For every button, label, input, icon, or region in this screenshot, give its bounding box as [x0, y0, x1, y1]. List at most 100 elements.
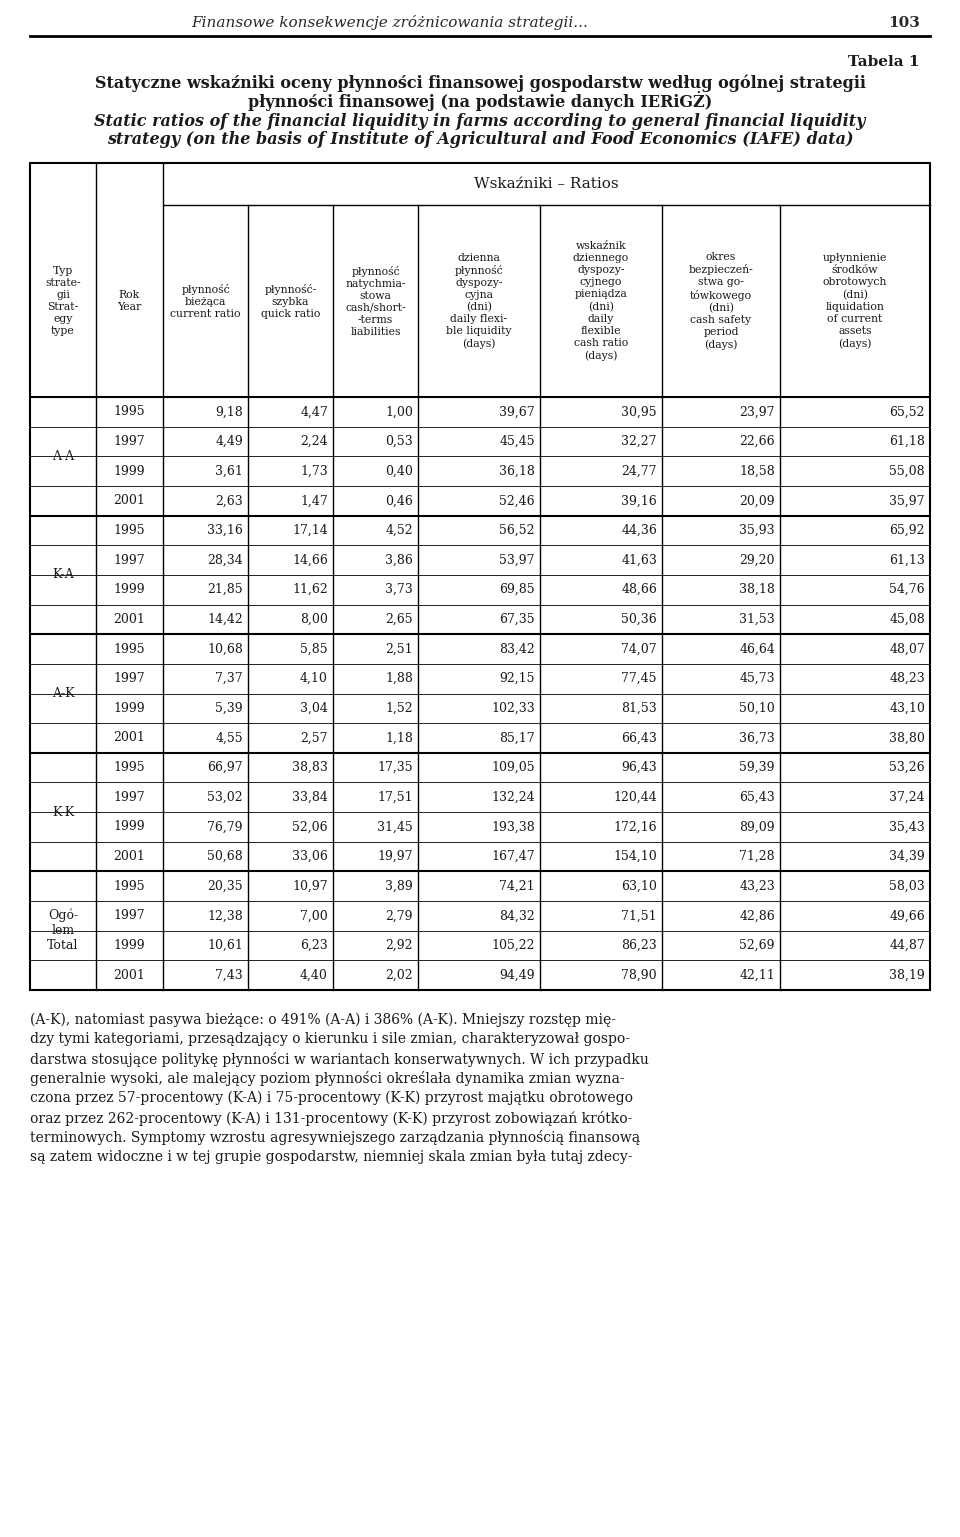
Text: 84,32: 84,32	[499, 910, 535, 922]
Text: generalnie wysoki, ale malejący poziom płynności określała dynamika zmian wyzna-: generalnie wysoki, ale malejący poziom p…	[30, 1071, 625, 1087]
Text: okres
bezpieczeń-
stwa go-
tówkowego
(dni)
cash safety
period
(days): okres bezpieczeń- stwa go- tówkowego (dn…	[688, 252, 754, 350]
Text: 1999: 1999	[113, 939, 145, 951]
Text: 45,08: 45,08	[889, 613, 925, 626]
Text: 86,23: 86,23	[621, 939, 657, 951]
Text: K-A: K-A	[52, 569, 74, 581]
Text: 109,05: 109,05	[492, 761, 535, 775]
Text: 48,66: 48,66	[621, 583, 657, 596]
Text: 1997: 1997	[113, 790, 145, 804]
Text: 167,47: 167,47	[492, 850, 535, 864]
Text: 38,83: 38,83	[292, 761, 328, 775]
Text: płynność-
szybka
quick ratio: płynność- szybka quick ratio	[261, 283, 321, 318]
Text: 44,87: 44,87	[889, 939, 925, 951]
Text: Rok
Year: Rok Year	[117, 290, 142, 312]
Text: płynność
bieżąca
current ratio: płynność bieżąca current ratio	[170, 283, 241, 318]
Text: 2001: 2001	[113, 732, 145, 744]
Text: 4,52: 4,52	[385, 524, 413, 536]
Text: 35,93: 35,93	[739, 524, 775, 536]
Text: 92,15: 92,15	[499, 672, 535, 686]
Text: 3,73: 3,73	[385, 583, 413, 596]
Text: 11,62: 11,62	[292, 583, 328, 596]
Text: 30,95: 30,95	[621, 406, 657, 418]
Text: 1999: 1999	[113, 583, 145, 596]
Text: K-K: K-K	[52, 805, 74, 819]
Text: 1997: 1997	[113, 553, 145, 567]
Text: 65,43: 65,43	[739, 790, 775, 804]
Text: Finansowe konsekwencje zróżnicowania strategii...: Finansowe konsekwencje zróżnicowania str…	[192, 15, 588, 31]
Text: 65,52: 65,52	[890, 406, 925, 418]
Text: 120,44: 120,44	[613, 790, 657, 804]
Text: 36,73: 36,73	[739, 732, 775, 744]
Text: dzienna
płynność
dyspozy-
cyjna
(dni)
daily flexi-
ble liquidity
(days): dzienna płynność dyspozy- cyjna (dni) da…	[446, 252, 512, 349]
Text: 36,18: 36,18	[499, 464, 535, 478]
Text: 132,24: 132,24	[492, 790, 535, 804]
Text: 3,61: 3,61	[215, 464, 243, 478]
Text: 53,26: 53,26	[889, 761, 925, 775]
Text: 1999: 1999	[113, 702, 145, 715]
Text: 1,88: 1,88	[385, 672, 413, 686]
Text: 85,17: 85,17	[499, 732, 535, 744]
Text: 50,36: 50,36	[621, 613, 657, 626]
Text: płynności finansowej (na podstawie danych IERiGŻ): płynności finansowej (na podstawie danyc…	[248, 91, 712, 111]
Text: 24,77: 24,77	[621, 464, 657, 478]
Text: 56,52: 56,52	[499, 524, 535, 536]
Text: 43,23: 43,23	[739, 879, 775, 893]
Text: A-K: A-K	[52, 687, 74, 699]
Text: 37,24: 37,24	[889, 790, 925, 804]
Text: 7,43: 7,43	[215, 968, 243, 982]
Text: 54,76: 54,76	[889, 583, 925, 596]
Text: 43,10: 43,10	[889, 702, 925, 715]
Text: 83,42: 83,42	[499, 642, 535, 655]
Text: 71,28: 71,28	[739, 850, 775, 864]
Text: 1999: 1999	[113, 464, 145, 478]
Text: 2,79: 2,79	[386, 910, 413, 922]
Text: 65,92: 65,92	[890, 524, 925, 536]
Text: 19,97: 19,97	[377, 850, 413, 864]
Text: 81,53: 81,53	[621, 702, 657, 715]
Text: 5,85: 5,85	[300, 642, 328, 655]
Text: 5,39: 5,39	[215, 702, 243, 715]
Text: dzy tymi kategoriami, przesądzający o kierunku i sile zmian, charakteryzował gos: dzy tymi kategoriami, przesądzający o ki…	[30, 1033, 630, 1047]
Text: 2,92: 2,92	[386, 939, 413, 951]
Text: 58,03: 58,03	[889, 879, 925, 893]
Text: płynność
natychmia-
stowa
cash/short-
-terms
liabilities: płynność natychmia- stowa cash/short- -t…	[346, 266, 406, 337]
Text: 1995: 1995	[113, 761, 145, 775]
Text: 38,18: 38,18	[739, 583, 775, 596]
Text: 44,36: 44,36	[621, 524, 657, 536]
Text: 1995: 1995	[113, 642, 145, 655]
Text: 172,16: 172,16	[613, 821, 657, 833]
Text: 50,68: 50,68	[207, 850, 243, 864]
Text: 4,10: 4,10	[300, 672, 328, 686]
Text: 53,97: 53,97	[499, 553, 535, 567]
Text: 45,45: 45,45	[499, 435, 535, 447]
Text: 2,57: 2,57	[300, 732, 328, 744]
Text: 1,52: 1,52	[385, 702, 413, 715]
Text: 4,47: 4,47	[300, 406, 328, 418]
Text: A-A: A-A	[52, 450, 74, 463]
Text: 1995: 1995	[113, 406, 145, 418]
Text: 17,14: 17,14	[292, 524, 328, 536]
Text: 2,65: 2,65	[385, 613, 413, 626]
Text: 102,33: 102,33	[492, 702, 535, 715]
Text: 52,06: 52,06	[293, 821, 328, 833]
Text: 50,10: 50,10	[739, 702, 775, 715]
Text: 105,22: 105,22	[492, 939, 535, 951]
Text: 66,97: 66,97	[207, 761, 243, 775]
Text: 38,19: 38,19	[889, 968, 925, 982]
Text: 74,07: 74,07	[621, 642, 657, 655]
Text: 48,23: 48,23	[889, 672, 925, 686]
Text: oraz przez 262-procentowy (K-A) i 131-procentowy (K-K) przyrost zobowiązań krótk: oraz przez 262-procentowy (K-A) i 131-pr…	[30, 1111, 633, 1125]
Text: czona przez 57-procentowy (K-A) i 75-procentowy (K-K) przyrost majątku obrotoweg: czona przez 57-procentowy (K-A) i 75-pro…	[30, 1091, 633, 1105]
Text: 8,00: 8,00	[300, 613, 328, 626]
Text: 7,37: 7,37	[215, 672, 243, 686]
Text: 1997: 1997	[113, 672, 145, 686]
Text: 28,34: 28,34	[207, 553, 243, 567]
Text: 12,38: 12,38	[207, 910, 243, 922]
Text: 52,69: 52,69	[739, 939, 775, 951]
Text: 17,51: 17,51	[377, 790, 413, 804]
Text: 59,39: 59,39	[739, 761, 775, 775]
Text: 1995: 1995	[113, 524, 145, 536]
Text: 35,97: 35,97	[890, 495, 925, 507]
Text: 33,06: 33,06	[292, 850, 328, 864]
Text: 33,84: 33,84	[292, 790, 328, 804]
